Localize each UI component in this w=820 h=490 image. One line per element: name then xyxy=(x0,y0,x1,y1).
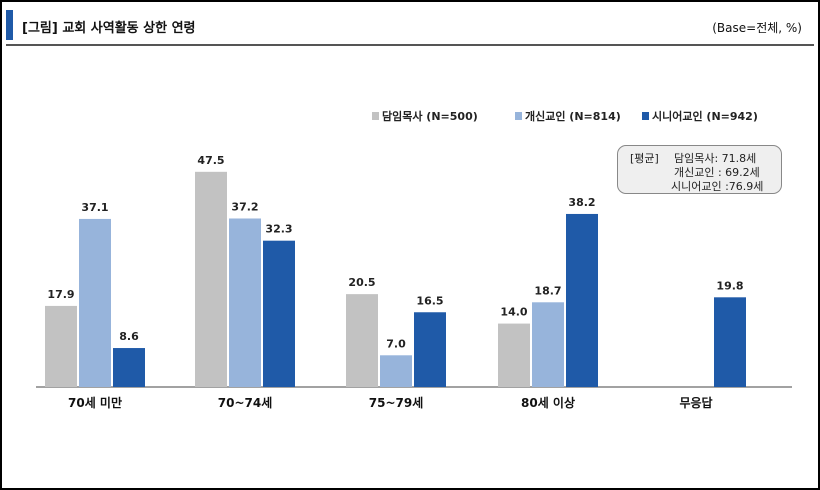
base-note: (Base=전체, %) xyxy=(712,21,802,35)
bar-3-3 xyxy=(414,312,446,387)
category-label-1: 70세 미만 xyxy=(68,395,122,410)
data-label-2-1: 37.1 xyxy=(81,201,108,214)
bar-3-5 xyxy=(714,297,746,387)
average-note-box: [평균] 담임목사: 71.8세 개신교인 : 69.2세 시니어교인 :76.… xyxy=(617,145,782,194)
data-label-2-2: 37.2 xyxy=(231,200,258,213)
legend-swatch-3 xyxy=(642,112,649,120)
data-label-2-3: 7.0 xyxy=(386,337,406,350)
category-label-2: 70~74세 xyxy=(218,395,273,410)
data-label-1-3: 20.5 xyxy=(348,276,375,289)
category-label-4: 80세 이상 xyxy=(521,395,575,410)
header-divider xyxy=(6,44,814,46)
legend-swatch-2 xyxy=(515,112,522,120)
chart-title: [그림] 교회 사역활동 상한 연령 xyxy=(22,21,196,36)
bar-1-4 xyxy=(498,323,530,387)
bar-1-3 xyxy=(346,294,378,387)
data-label-1-1: 17.9 xyxy=(47,288,74,301)
average-note-label: [평균] xyxy=(630,152,659,165)
bar-1-2 xyxy=(195,171,227,387)
bar-1-1 xyxy=(45,305,77,387)
data-label-3-1: 8.6 xyxy=(119,330,139,343)
data-label-3-3: 16.5 xyxy=(416,294,443,307)
bar-2-3 xyxy=(380,355,412,387)
bar-2-4 xyxy=(532,302,564,387)
title-accent-bar xyxy=(6,10,13,40)
category-label-3: 75~79세 xyxy=(369,395,424,410)
data-label-1-2: 47.5 xyxy=(197,154,224,167)
average-note-protestant: 개신교인 : 69.2세 xyxy=(674,166,760,179)
bar-3-4 xyxy=(566,213,598,387)
chart-header: [그림] 교회 사역활동 상한 연령 (Base=전체, %) xyxy=(6,8,812,40)
bar-3-1 xyxy=(113,348,145,387)
bar-2-2 xyxy=(229,218,261,387)
bar-3-2 xyxy=(263,240,295,387)
legend-swatch-1 xyxy=(372,112,379,120)
category-label-5: 무응답 xyxy=(679,395,712,410)
legend-label-1: 담임목사 (N=500) xyxy=(382,109,478,123)
data-label-3-2: 32.3 xyxy=(265,223,292,236)
legend-label-2: 개신교인 (N=814) xyxy=(525,109,621,123)
average-note-senior: 시니어교인 :76.9세 xyxy=(671,180,764,193)
legend-label-3: 시니어교인 (N=942) xyxy=(652,109,758,123)
average-note-pastor: 담임목사: 71.8세 xyxy=(674,152,757,165)
data-label-2-4: 18.7 xyxy=(534,284,561,297)
data-label-3-5: 19.8 xyxy=(716,279,743,292)
bar-2-1 xyxy=(79,218,111,387)
data-label-1-4: 14.0 xyxy=(500,306,527,319)
data-label-3-4: 38.2 xyxy=(568,196,595,209)
